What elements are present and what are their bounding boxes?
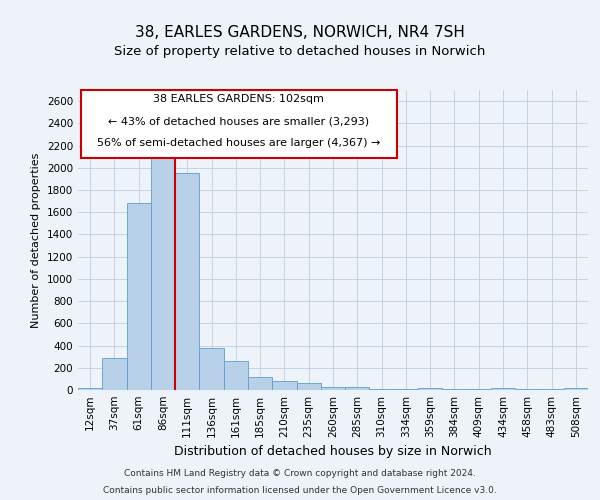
Bar bbox=[102, 358, 127, 390]
Bar bbox=[564, 388, 588, 390]
Bar bbox=[491, 388, 515, 390]
Text: 38 EARLES GARDENS: 102sqm: 38 EARLES GARDENS: 102sqm bbox=[153, 94, 324, 104]
Text: 38, EARLES GARDENS, NORWICH, NR4 7SH: 38, EARLES GARDENS, NORWICH, NR4 7SH bbox=[135, 25, 465, 40]
Bar bbox=[248, 376, 272, 390]
Text: 56% of semi-detached houses are larger (4,367) →: 56% of semi-detached houses are larger (… bbox=[97, 138, 380, 147]
Bar bbox=[345, 386, 370, 390]
Bar bbox=[78, 388, 102, 390]
Bar bbox=[199, 348, 224, 390]
Text: Size of property relative to detached houses in Norwich: Size of property relative to detached ho… bbox=[115, 45, 485, 58]
Y-axis label: Number of detached properties: Number of detached properties bbox=[31, 152, 41, 328]
Bar bbox=[272, 381, 296, 390]
X-axis label: Distribution of detached houses by size in Norwich: Distribution of detached houses by size … bbox=[174, 446, 492, 458]
Bar bbox=[321, 386, 345, 390]
Bar bbox=[418, 388, 442, 390]
Bar bbox=[151, 151, 175, 390]
FancyBboxPatch shape bbox=[80, 90, 397, 158]
Text: ← 43% of detached houses are smaller (3,293): ← 43% of detached houses are smaller (3,… bbox=[108, 116, 369, 126]
Bar bbox=[224, 361, 248, 390]
Bar bbox=[296, 384, 321, 390]
Text: Contains HM Land Registry data © Crown copyright and database right 2024.: Contains HM Land Registry data © Crown c… bbox=[124, 468, 476, 477]
Bar bbox=[175, 174, 199, 390]
Text: Contains public sector information licensed under the Open Government Licence v3: Contains public sector information licen… bbox=[103, 486, 497, 495]
Bar bbox=[127, 204, 151, 390]
